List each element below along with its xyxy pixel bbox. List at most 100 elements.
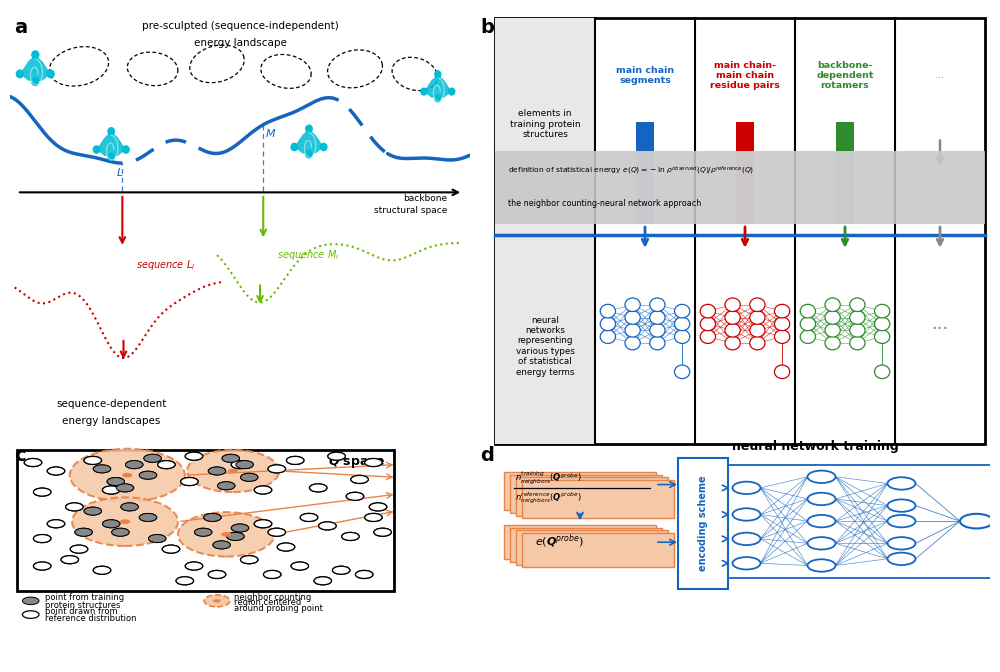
- Circle shape: [47, 467, 65, 475]
- Circle shape: [888, 515, 916, 528]
- Circle shape: [305, 124, 313, 133]
- Circle shape: [888, 477, 916, 490]
- Circle shape: [365, 513, 382, 521]
- FancyBboxPatch shape: [522, 480, 674, 519]
- Text: d: d: [480, 446, 494, 465]
- Circle shape: [774, 317, 790, 331]
- Circle shape: [277, 543, 295, 551]
- Circle shape: [800, 330, 816, 343]
- Bar: [636, 151, 654, 224]
- Circle shape: [33, 488, 51, 496]
- Circle shape: [162, 545, 180, 553]
- Circle shape: [102, 486, 120, 494]
- Circle shape: [420, 87, 428, 95]
- Circle shape: [774, 304, 790, 318]
- Circle shape: [254, 486, 272, 494]
- Circle shape: [217, 482, 235, 490]
- Circle shape: [75, 528, 92, 536]
- Circle shape: [825, 310, 840, 325]
- Circle shape: [369, 503, 387, 511]
- FancyBboxPatch shape: [516, 530, 668, 564]
- Circle shape: [320, 142, 328, 151]
- Circle shape: [374, 528, 391, 536]
- Circle shape: [305, 150, 313, 159]
- Circle shape: [112, 528, 129, 536]
- Circle shape: [178, 512, 275, 556]
- Circle shape: [625, 310, 640, 325]
- Text: ...: ...: [936, 71, 944, 80]
- Circle shape: [365, 458, 382, 466]
- Circle shape: [600, 330, 616, 343]
- Circle shape: [254, 519, 272, 528]
- Circle shape: [732, 508, 761, 521]
- Text: M: M: [266, 129, 275, 139]
- Circle shape: [107, 478, 125, 486]
- Circle shape: [254, 486, 272, 494]
- Circle shape: [204, 513, 221, 521]
- Text: main chain-
main chain
residue pairs: main chain- main chain residue pairs: [710, 60, 780, 91]
- Circle shape: [112, 528, 129, 536]
- Circle shape: [139, 471, 157, 479]
- Circle shape: [231, 524, 249, 532]
- Circle shape: [61, 556, 79, 564]
- Circle shape: [750, 298, 765, 312]
- Circle shape: [70, 449, 185, 501]
- Circle shape: [268, 465, 286, 473]
- Circle shape: [194, 528, 212, 536]
- Circle shape: [774, 330, 790, 343]
- Text: sequence $M_i$: sequence $M_i$: [277, 248, 339, 262]
- Circle shape: [750, 323, 765, 337]
- Circle shape: [725, 336, 740, 350]
- Circle shape: [700, 317, 716, 331]
- FancyBboxPatch shape: [678, 458, 728, 589]
- Circle shape: [674, 304, 690, 318]
- Circle shape: [217, 482, 235, 490]
- Circle shape: [93, 465, 111, 473]
- Text: c: c: [15, 446, 26, 465]
- Circle shape: [650, 298, 665, 312]
- Circle shape: [31, 77, 39, 86]
- Circle shape: [369, 503, 387, 511]
- Circle shape: [93, 566, 111, 575]
- Circle shape: [75, 528, 92, 536]
- Circle shape: [70, 545, 88, 553]
- Circle shape: [84, 507, 102, 515]
- Circle shape: [139, 513, 157, 521]
- Circle shape: [185, 452, 203, 460]
- Circle shape: [319, 522, 336, 530]
- FancyBboxPatch shape: [504, 472, 656, 511]
- Circle shape: [286, 456, 304, 464]
- Circle shape: [650, 310, 665, 325]
- Circle shape: [24, 458, 42, 466]
- Circle shape: [70, 545, 88, 553]
- Circle shape: [181, 478, 198, 486]
- Text: main chain
segments: main chain segments: [616, 66, 674, 85]
- Circle shape: [107, 478, 125, 486]
- Circle shape: [221, 532, 231, 537]
- Text: backbone-
dependent
rotamers: backbone- dependent rotamers: [816, 60, 874, 91]
- Circle shape: [47, 519, 65, 528]
- Circle shape: [725, 323, 740, 337]
- Circle shape: [291, 562, 309, 570]
- Circle shape: [122, 145, 130, 154]
- Circle shape: [208, 571, 226, 579]
- Circle shape: [208, 571, 226, 579]
- Circle shape: [158, 460, 175, 468]
- Polygon shape: [294, 129, 324, 155]
- Circle shape: [732, 533, 761, 545]
- Circle shape: [365, 513, 382, 521]
- Circle shape: [22, 597, 39, 605]
- Circle shape: [208, 467, 226, 475]
- Circle shape: [448, 87, 455, 95]
- Text: point from training: point from training: [45, 593, 124, 602]
- Circle shape: [47, 467, 65, 475]
- Text: ...: ...: [931, 315, 949, 333]
- Circle shape: [263, 571, 281, 579]
- Bar: [495, 151, 985, 224]
- Circle shape: [725, 310, 740, 325]
- Text: backbone: backbone: [403, 194, 447, 204]
- Circle shape: [121, 503, 138, 511]
- Circle shape: [650, 323, 665, 337]
- Circle shape: [185, 562, 203, 570]
- Circle shape: [650, 336, 665, 350]
